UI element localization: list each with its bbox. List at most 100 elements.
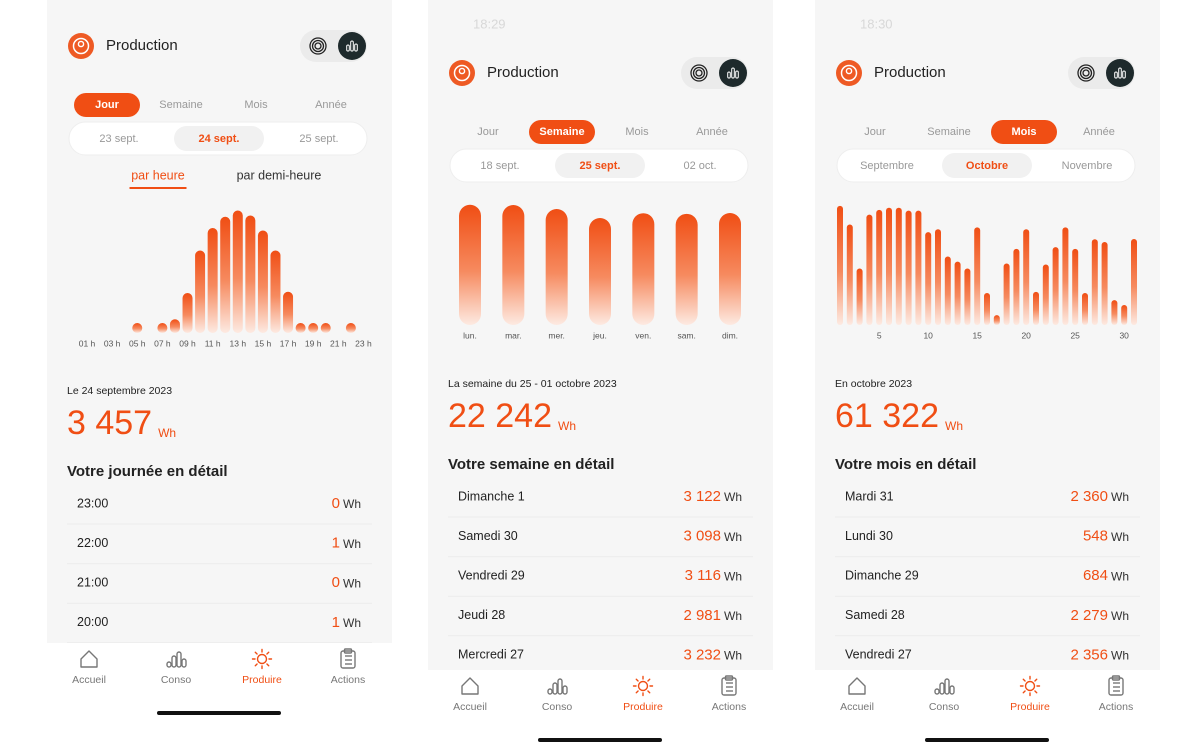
nav-label[interactable]: Accueil [840, 701, 874, 713]
nav-label[interactable]: Accueil [72, 674, 106, 686]
detail-unit: Wh [1111, 649, 1129, 663]
period-tab[interactable]: Semaine [927, 126, 970, 138]
period-tab[interactable]: Mois [1011, 126, 1036, 138]
bars-toggle[interactable] [719, 59, 747, 87]
bar [207, 228, 218, 333]
period-tab[interactable]: Jour [477, 126, 499, 138]
x-tick-label: 01 h [79, 338, 96, 348]
detail-label: Mardi 31 [845, 489, 894, 503]
bar [1052, 247, 1059, 325]
active-date[interactable] [942, 153, 1032, 178]
bar [169, 319, 180, 333]
detail-value: 3 232 [683, 646, 721, 663]
chart-icon [944, 678, 950, 695]
phone-screen: 18:29 Production Jour Semaine Mois Année 18 se… [428, 0, 773, 747]
date-option[interactable]: 24 sept. [199, 133, 240, 145]
detail-value: 2 981 [683, 607, 721, 624]
nav-label[interactable]: Conso [542, 701, 573, 713]
detail-label: 21:00 [77, 575, 108, 589]
period-tab[interactable]: Mois [625, 126, 649, 138]
home-icon [461, 677, 479, 695]
bar [915, 210, 922, 325]
bar [886, 207, 892, 325]
period-tab[interactable]: Année [696, 126, 728, 138]
x-tick-label: 21 h [330, 338, 347, 348]
period-tab[interactable]: Jour [864, 126, 886, 138]
active-tab[interactable] [74, 93, 140, 117]
detail-title: Votre mois en détail [835, 456, 976, 473]
active-tab[interactable] [991, 120, 1057, 144]
chart-icon [562, 685, 568, 695]
bars-toggle[interactable] [338, 32, 366, 60]
nav-label[interactable]: Produire [1010, 701, 1050, 713]
x-tick-label: mar. [505, 330, 522, 340]
target-icon [311, 39, 325, 53]
date-option[interactable]: 25 sept. [580, 160, 621, 172]
chart-icon [557, 678, 563, 695]
home-indicator [925, 738, 1049, 742]
status-time: 18:30 [860, 16, 893, 31]
period-tab[interactable]: Semaine [159, 99, 202, 111]
resolution-tab[interactable]: par demi-heure [237, 168, 322, 182]
clipboard-clip [343, 648, 353, 654]
nav-label[interactable]: Produire [242, 674, 282, 686]
bar [964, 268, 971, 325]
nav-label[interactable]: Produire [623, 701, 663, 713]
home-icon [848, 677, 866, 695]
avatar-head [845, 67, 853, 75]
date-option[interactable]: 18 sept. [480, 160, 519, 172]
nav-label[interactable]: Conso [161, 674, 192, 686]
active-date[interactable] [555, 153, 645, 178]
chart-icon [176, 651, 182, 668]
nav-label[interactable]: Actions [1099, 701, 1133, 713]
period-tab[interactable]: Semaine [539, 126, 584, 138]
chart-icon [181, 658, 187, 668]
date-option[interactable]: 02 oct. [683, 160, 716, 172]
bar [719, 212, 741, 325]
bar [182, 293, 193, 333]
date-option[interactable]: Novembre [1062, 160, 1113, 172]
date-option[interactable]: Septembre [860, 160, 914, 172]
detail-unit: Wh [724, 490, 742, 504]
period-tab[interactable]: Année [1083, 126, 1115, 138]
period-tab[interactable]: Mois [244, 99, 268, 111]
clipboard-icon [721, 677, 737, 696]
bar [459, 204, 481, 325]
detail-value: 3 122 [683, 488, 721, 505]
bar [935, 229, 941, 325]
bar [320, 323, 331, 333]
detail-unit: Wh [1111, 609, 1129, 623]
nav-label[interactable]: Actions [331, 674, 365, 686]
nav-label[interactable]: Conso [929, 701, 960, 713]
detail-unit: Wh [724, 649, 742, 663]
sun-icon [1024, 680, 1036, 692]
date-option[interactable]: Octobre [966, 160, 1008, 172]
screen-background [815, 0, 1160, 747]
detail-value: 0 [332, 495, 340, 512]
period-tab[interactable]: Année [315, 99, 347, 111]
resolution-tab[interactable]: par heure [131, 168, 185, 182]
x-tick-label: 07 h [154, 338, 171, 348]
bar [270, 250, 281, 333]
nav-label[interactable]: Accueil [453, 701, 487, 713]
bars-icon [346, 44, 350, 52]
period-tab[interactable]: Jour [95, 99, 120, 111]
clipboard-clip [1111, 675, 1121, 681]
active-tab[interactable] [529, 120, 595, 144]
x-tick-label: 15 h [255, 338, 272, 348]
date-option[interactable]: 25 sept. [299, 133, 338, 145]
active-date[interactable] [174, 126, 264, 151]
bar [1101, 242, 1108, 325]
detail-value: 3 098 [683, 528, 721, 545]
bar [632, 213, 655, 325]
sun-ray [647, 678, 651, 682]
bars-toggle[interactable] [1106, 59, 1134, 87]
clipboard-icon [1108, 677, 1124, 696]
detail-value: 0 [332, 574, 340, 591]
detail-unit: Wh [343, 497, 361, 511]
nav-label[interactable]: Actions [712, 701, 746, 713]
home-indicator [538, 738, 662, 742]
bar [984, 292, 990, 325]
date-option[interactable]: 23 sept. [99, 133, 138, 145]
